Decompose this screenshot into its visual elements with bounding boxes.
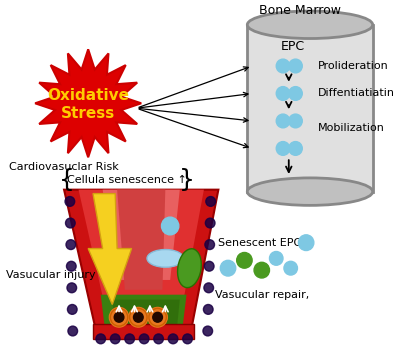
Text: Vasucular repair,: Vasucular repair, [215,290,310,300]
Polygon shape [105,249,127,290]
Circle shape [110,307,129,327]
Polygon shape [103,190,180,280]
Polygon shape [101,295,187,334]
Circle shape [129,307,148,327]
Circle shape [254,262,269,278]
Circle shape [237,252,252,268]
Circle shape [289,86,302,100]
Circle shape [66,240,76,250]
Ellipse shape [247,11,373,38]
Text: EPC: EPC [281,40,305,53]
Text: Senescent EPCs: Senescent EPCs [218,238,307,248]
Text: Prolideration: Prolideration [318,61,389,71]
Circle shape [206,197,215,207]
Circle shape [154,334,164,344]
Circle shape [139,334,149,344]
Circle shape [66,261,76,271]
Text: Diffentiatiatin: Diffentiatiatin [318,89,395,98]
Polygon shape [247,25,373,192]
Circle shape [276,142,290,155]
Circle shape [133,312,143,322]
Text: Cardiovasuclar Risk: Cardiovasuclar Risk [9,162,119,172]
Text: Vasucular injury ·: Vasucular injury · [6,270,103,280]
Text: Oxidative: Oxidative [47,88,129,103]
Circle shape [220,260,236,276]
Circle shape [68,326,77,336]
Circle shape [276,86,290,100]
Circle shape [276,114,290,128]
Text: Stress: Stress [61,106,115,121]
Text: Mobilization: Mobilization [318,123,384,133]
Circle shape [276,59,290,73]
Circle shape [284,261,297,275]
Circle shape [66,218,75,228]
Circle shape [289,114,302,128]
Circle shape [298,235,314,251]
Circle shape [289,59,302,73]
Circle shape [67,283,77,293]
Circle shape [96,334,105,344]
Polygon shape [35,49,141,157]
Ellipse shape [178,249,201,288]
Circle shape [204,305,213,314]
Polygon shape [64,190,218,339]
Circle shape [205,218,215,228]
Circle shape [289,142,302,155]
Circle shape [68,305,77,314]
Text: {: { [59,168,75,192]
Text: }: } [178,168,194,192]
Circle shape [114,312,124,322]
Ellipse shape [247,178,373,205]
Text: Bone Marrow: Bone Marrow [259,4,342,17]
Circle shape [204,283,213,293]
Circle shape [162,217,179,235]
Text: Cellula senescence ↑: Cellula senescence ↑ [67,175,187,185]
Polygon shape [117,190,165,290]
Circle shape [148,307,167,327]
Circle shape [269,251,283,265]
Polygon shape [112,300,180,329]
Ellipse shape [147,250,184,267]
Circle shape [204,261,214,271]
Circle shape [65,197,75,207]
Polygon shape [93,324,194,339]
Circle shape [125,334,134,344]
Circle shape [203,326,213,336]
Circle shape [168,334,178,344]
Circle shape [205,240,215,250]
Circle shape [110,334,120,344]
Circle shape [153,312,162,322]
Polygon shape [79,190,204,310]
Circle shape [183,334,192,344]
Polygon shape [88,193,131,305]
